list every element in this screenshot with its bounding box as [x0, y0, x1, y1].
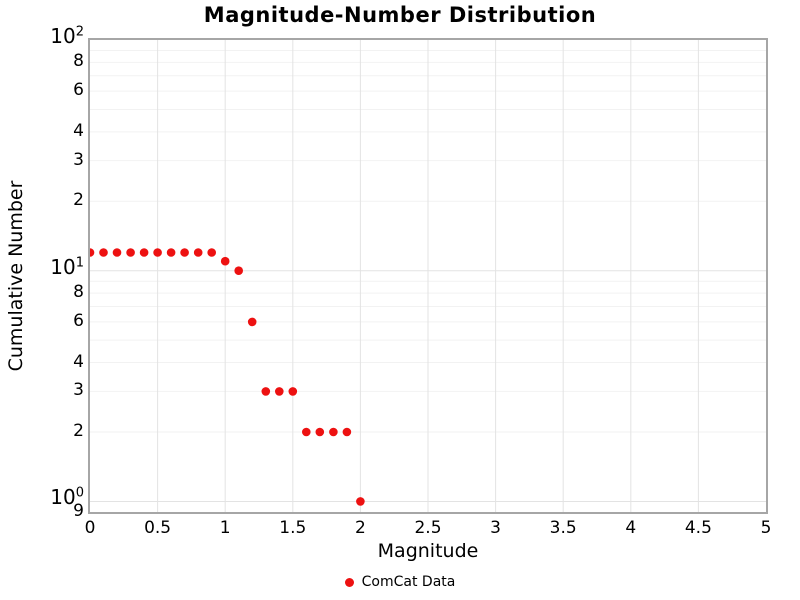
y-tick-label: 2 [73, 190, 84, 211]
data-point [90, 248, 95, 257]
data-point [275, 387, 284, 396]
data-point [126, 248, 135, 257]
y-tick-label: 3 [73, 149, 84, 170]
y-tick-label: 8 [73, 51, 84, 72]
data-point [112, 248, 122, 257]
chart-title: Magnitude-Number Distribution [203, 3, 597, 27]
x-tick-label: 3 [490, 518, 501, 538]
y-tick-label-decade: 102 [50, 24, 84, 48]
data-point [302, 427, 311, 437]
y-tick-label-decade: 100 [50, 485, 84, 510]
data-point [288, 387, 298, 396]
data-point [207, 248, 216, 257]
y-tick-label: 2 [73, 420, 84, 441]
legend-marker-icon [344, 577, 354, 587]
y-tick-label: 4 [73, 351, 84, 372]
data-point [234, 266, 243, 275]
data-point [166, 248, 176, 257]
data-point [261, 387, 271, 396]
scatter-plot-canvas [90, 40, 766, 512]
data-point [220, 256, 230, 266]
x-tick-label: 3.5 [549, 518, 577, 538]
x-tick-label: 0 [84, 518, 96, 538]
x-tick-label: 2.5 [414, 518, 442, 538]
data-point [315, 427, 325, 437]
data-point [153, 248, 162, 257]
data-point [342, 427, 352, 437]
x-tick-label: 4.5 [684, 518, 712, 538]
y-tick-label: 6 [73, 310, 84, 331]
y-tick-label: 6 [73, 80, 84, 101]
plot-area [88, 38, 768, 514]
data-point [193, 248, 203, 257]
legend-label: ComCat Data [361, 574, 456, 590]
data-point [329, 427, 338, 437]
data-point [356, 497, 365, 506]
y-tick-label: 3 [73, 380, 84, 401]
data-point [99, 248, 108, 257]
data-point [139, 248, 149, 257]
y-tick-label: 4 [73, 120, 84, 141]
y-tick-label: 8 [73, 282, 84, 303]
y-tick-label-decade: 101 [50, 254, 84, 279]
data-point [180, 248, 189, 257]
x-tick-label: 5 [760, 518, 772, 538]
y-tick-label: 9 [73, 501, 84, 521]
x-tick-label: 1 [219, 518, 231, 538]
data-point [247, 317, 257, 327]
x-tick-label: 4 [625, 518, 637, 538]
x-tick-label: 0.5 [144, 518, 172, 538]
legend: ComCat Data [0, 571, 800, 593]
x-tick-label: 1.5 [279, 518, 307, 538]
x-tick-label: 2 [354, 518, 366, 538]
x-axis-label: Magnitude [377, 540, 479, 562]
